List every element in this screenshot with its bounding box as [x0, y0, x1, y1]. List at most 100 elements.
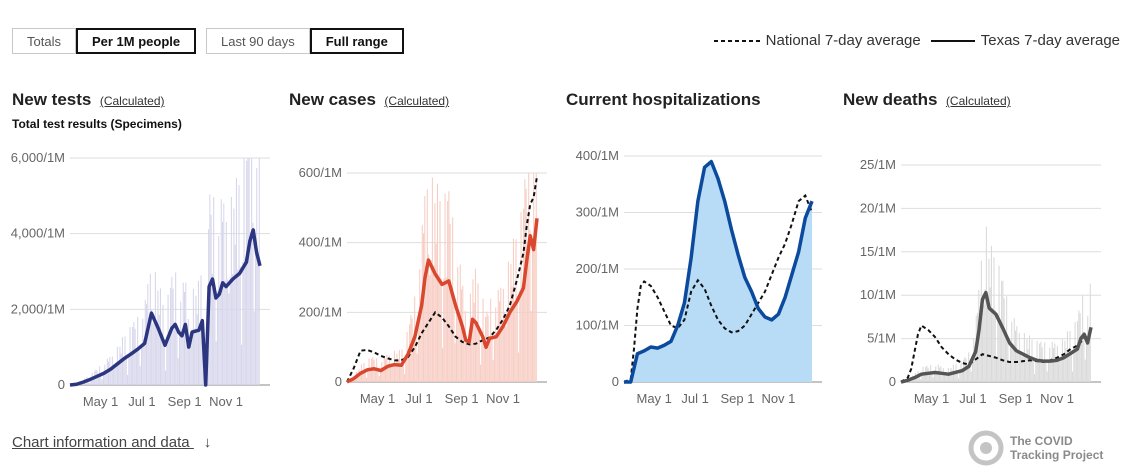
- chart-subtitle: Total test results (Specimens): [12, 117, 182, 131]
- daily-bar: [481, 332, 483, 382]
- daily-bar: [1079, 313, 1081, 382]
- daily-bar: [425, 266, 427, 382]
- daily-bar: [984, 289, 986, 382]
- daily-bar: [1056, 345, 1058, 382]
- y-tick-label: 5/1M: [867, 331, 896, 346]
- daily-bar: [1085, 338, 1087, 382]
- new-deaths-chart: 0 5/1M 10/1M 15/1M 20/1M 25/1M May 1 Jul 1 Sep 1…: [860, 157, 1101, 406]
- daily-bar: [149, 273, 151, 385]
- y-tick-label: 400/1M: [299, 235, 342, 250]
- totals-toggle[interactable]: Totals: [12, 28, 76, 54]
- daily-bar: [367, 369, 369, 382]
- calculated-link[interactable]: (Calculated): [384, 94, 450, 108]
- daily-bar: [531, 238, 533, 382]
- brand-line-1: The COVID: [1010, 434, 1073, 448]
- legend-state-label: Texas 7-day average: [980, 32, 1120, 49]
- x-tick-label: Jul 1: [128, 394, 155, 409]
- daily-bar: [928, 372, 930, 382]
- daily-bar: [173, 322, 175, 385]
- daily-bar: [931, 372, 933, 382]
- daily-bar: [1063, 356, 1065, 382]
- daily-bar: [230, 197, 232, 385]
- daily-bar: [391, 366, 393, 382]
- daily-bar: [1060, 357, 1062, 382]
- national-average-line: [346, 176, 538, 383]
- calculated-link[interactable]: (Calculated): [99, 94, 165, 108]
- daily-bar: [1069, 331, 1071, 382]
- x-tick-label: May 1: [360, 391, 395, 406]
- daily-bar: [252, 222, 254, 385]
- daily-bar: [971, 357, 973, 382]
- daily-bar: [151, 310, 153, 385]
- daily-bar: [143, 341, 145, 385]
- daily-bar: [480, 364, 482, 382]
- daily-bar: [111, 356, 113, 385]
- daily-bar: [214, 288, 216, 385]
- daily-bar: [1068, 353, 1070, 382]
- x-tick-label: May 1: [83, 394, 118, 409]
- daily-bar: [1077, 321, 1079, 382]
- daily-bar: [493, 334, 495, 382]
- daily-bar: [987, 297, 989, 382]
- daily-bar: [241, 344, 243, 385]
- daily-bar: [1004, 331, 1006, 382]
- chart-title: New tests: [12, 90, 92, 109]
- daily-bar: [949, 373, 951, 382]
- daily-bar: [445, 277, 447, 382]
- daily-bar: [97, 375, 99, 385]
- daily-bar: [471, 321, 473, 382]
- daily-bar: [500, 287, 502, 382]
- last-90-days-toggle[interactable]: Last 90 days: [206, 28, 310, 54]
- daily-bar: [416, 353, 418, 382]
- calculated-link[interactable]: (Calculated): [945, 94, 1011, 108]
- daily-bar: [431, 177, 433, 382]
- daily-bar: [119, 346, 121, 385]
- daily-bar: [472, 279, 474, 382]
- full-range-toggle[interactable]: Full range: [309, 28, 404, 54]
- daily-bar: [1061, 339, 1063, 382]
- daily-bar: [242, 262, 244, 385]
- daily-bar: [402, 360, 404, 382]
- daily-bar: [222, 221, 224, 385]
- daily-bar: [478, 327, 480, 382]
- daily-bar: [161, 334, 163, 385]
- daily-bar: [157, 290, 159, 385]
- daily-bar: [1058, 358, 1060, 382]
- daily-bar: [357, 375, 359, 382]
- daily-bar: [946, 373, 948, 382]
- daily-bar: [468, 339, 470, 382]
- daily-bar: [921, 373, 923, 382]
- daily-bar: [251, 158, 253, 385]
- x-tick-label: Sep 1: [999, 391, 1033, 406]
- daily-bar: [229, 276, 231, 385]
- daily-bar: [364, 370, 366, 382]
- daily-bar: [382, 368, 384, 382]
- per-million-toggle[interactable]: Per 1M people: [75, 28, 197, 54]
- chart-info-link[interactable]: Chart information and data ↓: [12, 434, 211, 451]
- daily-bar: [1020, 351, 1022, 382]
- daily-bar: [186, 334, 188, 385]
- daily-bar: [510, 264, 512, 382]
- daily-bar: [114, 367, 116, 385]
- daily-bar: [420, 304, 422, 382]
- daily-bar: [473, 302, 475, 382]
- daily-bar: [400, 364, 402, 382]
- panel-title: New deaths (Calculated): [843, 90, 1011, 110]
- daily-bar: [455, 304, 457, 382]
- daily-bar: [211, 273, 213, 385]
- new-cases-panel: New cases (Calculated) 0 200/1M 400/1M 600/…: [289, 88, 559, 418]
- daily-bar: [1070, 351, 1072, 382]
- daily-bar: [142, 318, 144, 385]
- daily-bar: [168, 331, 170, 385]
- daily-bar: [449, 223, 451, 382]
- y-tick-label: 2,000/1M: [11, 301, 65, 316]
- daily-bar: [969, 362, 971, 382]
- daily-bar: [189, 340, 191, 385]
- y-tick-label: 600/1M: [299, 165, 342, 180]
- y-tick-label: 0: [335, 374, 342, 389]
- daily-bar: [965, 358, 967, 382]
- brand-logo: The COVID Tracking Project: [968, 430, 1110, 466]
- daily-bar: [534, 228, 536, 382]
- daily-bar: [516, 296, 518, 382]
- daily-bar: [199, 324, 201, 385]
